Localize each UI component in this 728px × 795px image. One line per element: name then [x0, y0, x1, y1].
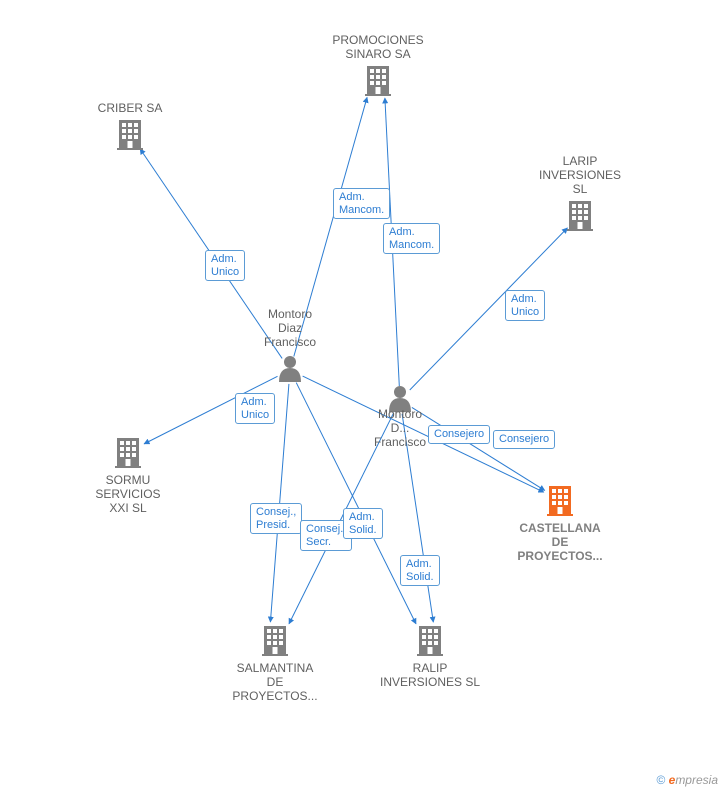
- edge-label: Consejero: [428, 425, 490, 444]
- building-icon: [547, 486, 573, 516]
- person-icon: [389, 386, 411, 412]
- copyright-symbol: ©: [656, 773, 665, 787]
- edge-label: Adm. Solid.: [400, 555, 440, 586]
- edge-label: Adm. Unico: [505, 290, 545, 321]
- building-icon: [417, 626, 443, 656]
- network-canvas: [0, 0, 728, 795]
- edge-label: Adm. Mancom.: [383, 223, 440, 254]
- person-icon: [279, 356, 301, 382]
- edge-label: Adm. Solid.: [343, 508, 383, 539]
- edge-label: Consej., Presid.: [250, 503, 302, 534]
- brand-rest: mpresia: [675, 773, 718, 787]
- edge-line: [412, 407, 545, 490]
- building-icon: [262, 626, 288, 656]
- edge-label: Adm. Mancom.: [333, 188, 390, 219]
- building-icon: [117, 120, 143, 150]
- building-icon: [365, 66, 391, 96]
- building-icon: [115, 438, 141, 468]
- building-icon: [567, 201, 593, 231]
- footer-credit: © empresia: [656, 773, 718, 787]
- edge-line: [294, 97, 367, 356]
- edge-label: Adm. Unico: [235, 393, 275, 424]
- edge-line: [402, 414, 433, 622]
- edge-label: Consejero: [493, 430, 555, 449]
- edge-label: Adm. Unico: [205, 250, 245, 281]
- edge-line: [296, 383, 416, 624]
